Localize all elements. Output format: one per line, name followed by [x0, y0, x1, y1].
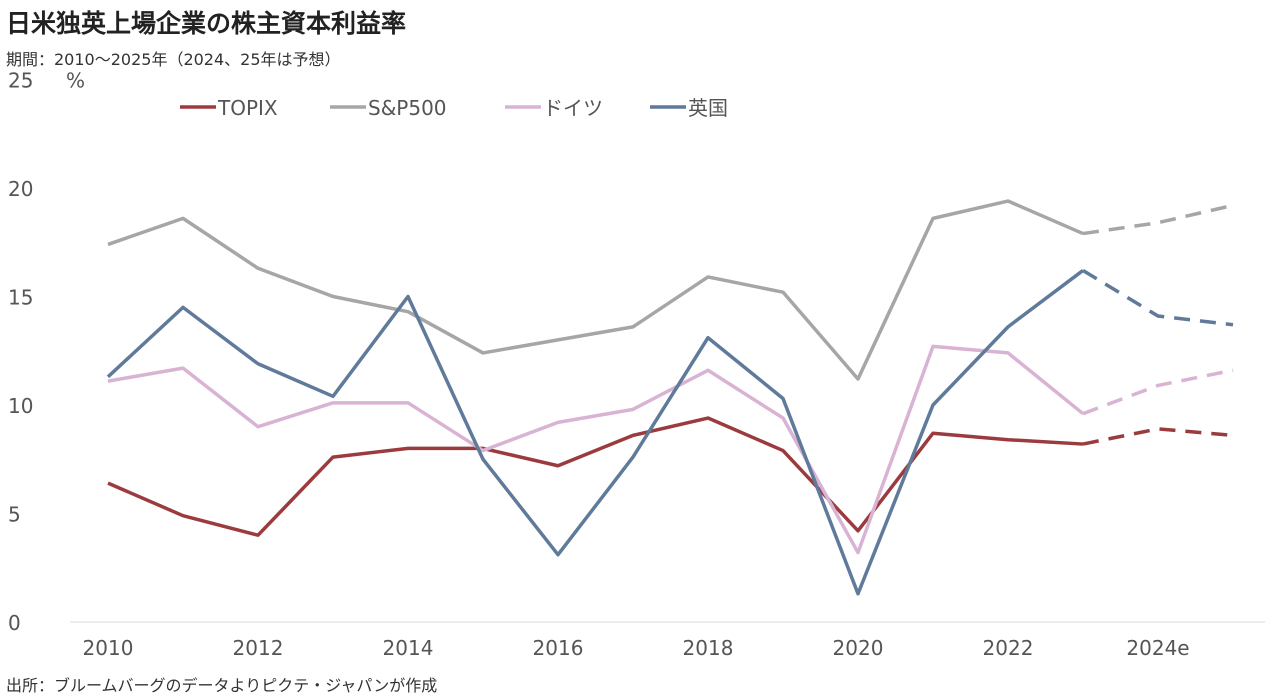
x-tick-label: 2018: [683, 636, 734, 660]
chart-subtitle: 期間：2010～2025年（2024、25年は予想）: [6, 50, 341, 69]
series-line-0: [107, 416, 1084, 537]
y-tick-label: 20: [8, 177, 33, 201]
y-axis-unit: %: [66, 69, 85, 93]
x-tick-label: 2020: [833, 636, 884, 660]
x-tick-label: 2022: [983, 636, 1034, 660]
legend-label: 英国: [688, 96, 728, 120]
source-note: 出所：ブルームバーグのデータよりピクテ・ジャパンが作成: [6, 676, 438, 695]
series-forecast-line-3: [1082, 268, 1234, 327]
legend-label: S&P500: [368, 96, 447, 120]
series-forecast-line-2: [1082, 368, 1234, 416]
x-tick-label: 2010: [83, 636, 134, 660]
series-line-3: [106, 269, 1085, 596]
legend-label: ドイツ: [543, 96, 603, 120]
series-forecast-line-0: [1082, 427, 1234, 446]
y-tick-label: 0: [8, 611, 21, 635]
x-tick-label: 2014: [383, 636, 434, 660]
y-tick-label: 10: [8, 394, 33, 418]
series-line-2: [107, 344, 1085, 555]
y-tick-label: 25: [8, 69, 33, 93]
x-tick-label: 2012: [233, 636, 284, 660]
y-tick-label: 15: [8, 286, 33, 310]
series-forecast-line-1: [1082, 203, 1234, 236]
y-tick-label: 5: [8, 503, 21, 527]
chart-title: 日米独英上場企業の株主資本利益率: [6, 9, 407, 38]
legend-label: TOPIX: [217, 96, 278, 120]
x-tick-label: 2016: [533, 636, 584, 660]
x-tick-label: 2024e: [1126, 636, 1189, 660]
series-line-1: [107, 199, 1084, 381]
